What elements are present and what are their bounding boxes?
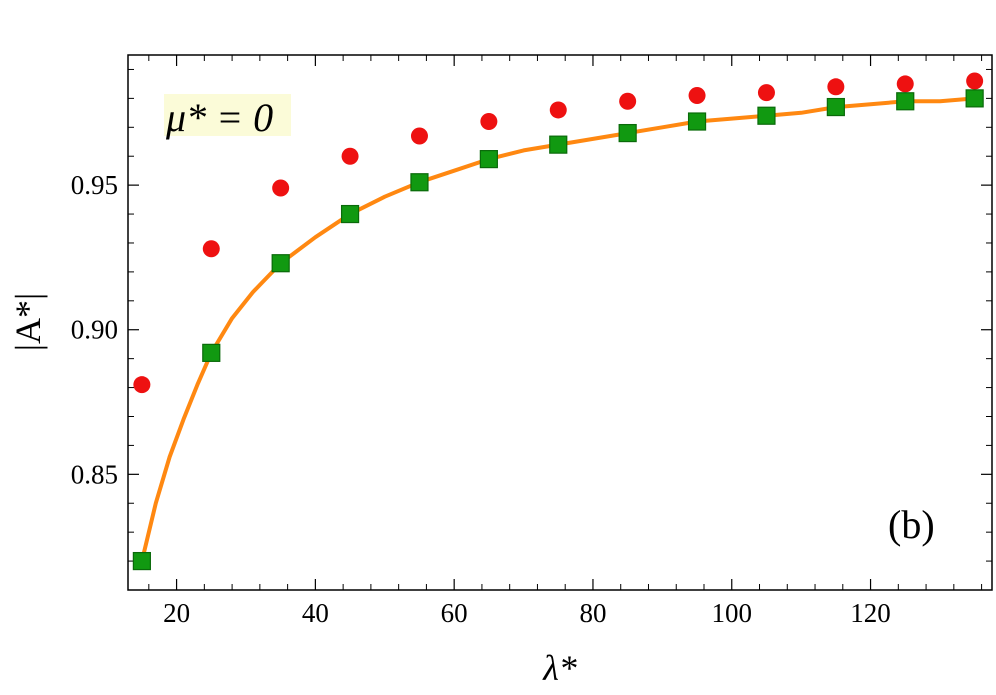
fit-curve-line (139, 96, 977, 564)
red-circle-point (410, 127, 428, 145)
green-square-point (479, 150, 498, 169)
y-tick-label: 0.95 (71, 170, 118, 200)
red-circle-point (202, 240, 220, 258)
red-circle-point (341, 147, 359, 165)
x-tick-label: 20 (163, 598, 190, 628)
green-square-point (965, 89, 984, 108)
y-tick-label: 0.85 (71, 459, 118, 489)
x-tick-label: 40 (302, 598, 329, 628)
green-square-point (132, 551, 151, 571)
green-square-point (618, 123, 637, 143)
red-circle-point (133, 376, 151, 394)
y-tick-label: 0.90 (71, 315, 118, 345)
red-circle-point (966, 72, 984, 90)
y-axis-title: |A*| (8, 293, 48, 351)
green-square-point (757, 106, 776, 125)
x-tick-label: 60 (441, 598, 468, 628)
x-axis-title: λ* (542, 648, 577, 688)
panel-label: (b) (888, 502, 935, 547)
red-circle-point (827, 78, 845, 96)
red-circle-point (757, 84, 775, 102)
red-circle-point (688, 86, 706, 104)
mu-annotation-background (164, 94, 291, 136)
fit-curve-layer (139, 96, 977, 564)
red-circle-point (896, 75, 914, 93)
data-points-layer (132, 72, 984, 571)
green-square-point (896, 92, 915, 111)
red-circle-point (272, 179, 290, 197)
green-square-point (410, 173, 429, 192)
red-circle-point (619, 92, 637, 110)
x-tick-label: 100 (712, 598, 753, 628)
axis-ticks: 20 40 60 80 100 120 0.85 0.90 0.95 (71, 55, 992, 628)
red-circle-point (549, 101, 567, 119)
green-square-point (271, 254, 290, 273)
red-circle-point (480, 113, 498, 131)
mu-annotation: μ* = 0 (164, 94, 291, 140)
green-square-point (340, 204, 360, 224)
plot-frame (127, 54, 993, 591)
mu-annotation-label: μ* = 0 (165, 95, 273, 140)
green-square-point (826, 97, 845, 117)
x-tick-label: 120 (850, 598, 891, 628)
green-square-point (202, 343, 221, 362)
green-square-point (549, 135, 568, 154)
green-square-point (687, 112, 707, 131)
plot-border (127, 54, 993, 591)
x-tick-label: 80 (579, 598, 606, 628)
